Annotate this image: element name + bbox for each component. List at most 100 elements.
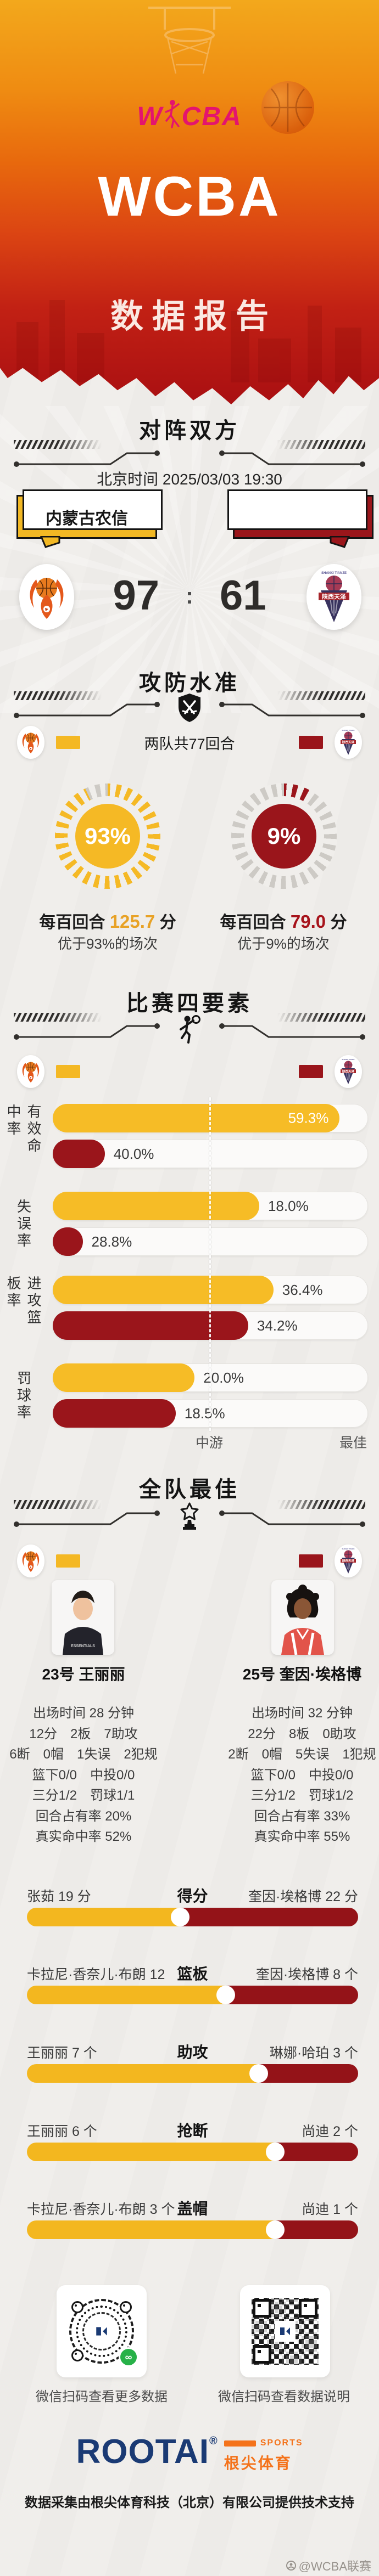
bar-value: 18.0% xyxy=(267,1197,309,1214)
divider-right-ornament xyxy=(219,1013,365,1040)
team2-percentile-gauge: 9% xyxy=(231,783,337,889)
team1-logo xyxy=(18,563,75,631)
duel-right-player: 奎因·埃格博 22 分 xyxy=(248,1889,359,1904)
banner-tail xyxy=(330,536,350,548)
duel-split-dot xyxy=(171,1908,190,1926)
team1-name-banner: 内蒙古农信 xyxy=(16,489,163,548)
bar-value: 59.3% xyxy=(288,1109,329,1126)
duel-split-dot xyxy=(266,2220,285,2239)
teams-legend xyxy=(16,1055,363,1089)
duel-bar xyxy=(27,2220,358,2239)
divider-left-ornament xyxy=(14,1500,160,1527)
divider-left-ornament xyxy=(14,691,160,718)
possessions-note: 两队共77回合 xyxy=(144,735,235,752)
rootai-mark-icon xyxy=(278,2325,292,2338)
rootai-wordmark: ROOTAI xyxy=(76,2433,209,2471)
factor-label: 失误率 xyxy=(15,1198,32,1250)
section-divider xyxy=(14,1013,365,1044)
score-colon: : xyxy=(186,582,193,608)
qr-right-caption: 微信扫码查看数据说明 xyxy=(218,2389,350,2404)
orange-bar-decoration xyxy=(224,2440,256,2447)
section-divider xyxy=(14,691,365,722)
player1-stats: 出场时间 28 分钟 12分 2板 7助攻 6断 0帽 1失误 2犯规 篮下0/… xyxy=(9,1706,158,1844)
team1-percentile-gauge: 93% xyxy=(54,783,161,889)
qr-left-caption: 微信扫码查看更多数据 xyxy=(36,2389,168,2404)
qr-card-more-data: ∞ xyxy=(57,2285,147,2377)
hero-title: WCBA xyxy=(98,165,281,228)
team1-percentile-value: 93% xyxy=(68,796,148,876)
section-divider xyxy=(14,1500,365,1531)
bar-value: 40.0% xyxy=(113,1145,154,1162)
teams-legend xyxy=(16,1544,363,1578)
team2-per100-points: 每百回合 79.0 分 xyxy=(220,911,347,932)
wechat-minicode: ∞ xyxy=(67,2297,138,2367)
bar-value: 28.8% xyxy=(91,1233,132,1250)
team2-logo xyxy=(334,1544,363,1578)
bar-value: 36.4% xyxy=(282,1281,323,1298)
watermark-icon xyxy=(286,2561,296,2571)
section-title-matchup: 对阵双方 xyxy=(139,419,240,443)
wechat-icon: ∞ xyxy=(119,2347,138,2367)
team2-rank-note: 优于9%的场次 xyxy=(237,935,330,952)
bar-value: 18.5% xyxy=(184,1405,225,1422)
watermark: @WCBA联赛 xyxy=(286,2557,371,2574)
divider-left-ornament xyxy=(14,440,160,467)
duel-stat-name: 得分 xyxy=(177,1887,208,1904)
team1-color-swatch xyxy=(56,736,80,749)
duel-bar xyxy=(27,2064,358,2083)
divider-right-ornament xyxy=(219,691,365,718)
divider-right-ornament xyxy=(219,440,365,467)
qr-card-data-notes xyxy=(240,2285,330,2377)
player1-name: 23号 王丽丽 xyxy=(42,1666,125,1683)
jumping-player-icon xyxy=(164,100,180,128)
shield-swords-icon xyxy=(176,692,203,723)
player2-stats: 出场时间 32 分钟 22分 8板 0助攻 2断 0帽 5失误 1犯规 篮下0/… xyxy=(228,1706,376,1844)
four-factors-chart: 有效命中率 59.3% 40.0% 失误率 18.0% 28.8% 进攻篮板率 … xyxy=(0,1096,379,1458)
team2-logo xyxy=(334,1055,363,1089)
bar-value: 34.2% xyxy=(257,1317,298,1334)
teams-legend: 两队共77回合 xyxy=(16,725,363,759)
logo-letters-cba: CBA xyxy=(181,102,242,131)
team1-score: 97 xyxy=(113,572,159,619)
team1-logo xyxy=(16,1055,45,1089)
section-title-four-factors: 比赛四要素 xyxy=(126,991,253,1016)
basketball-illustration xyxy=(261,81,314,134)
team2-name: 陕西天泽 xyxy=(270,510,336,528)
player1-photo xyxy=(52,1580,114,1655)
team2-logo xyxy=(305,563,363,631)
basketball-player-icon xyxy=(176,1014,203,1045)
registered-mark: ® xyxy=(209,2435,218,2447)
team2-color-swatch xyxy=(299,736,323,749)
team2-percentile-value: 9% xyxy=(244,796,324,876)
star-trophy-icon xyxy=(176,1501,203,1532)
logo-letter-w: W xyxy=(137,102,163,131)
brand-chinese-name: 根尖体育 xyxy=(224,2455,292,2472)
duel-split-dot xyxy=(216,1986,235,2004)
hero-header: W CBA WCBA 数据报告 xyxy=(0,0,379,404)
rootai-brand-logo: ROOTAI® SPORTS 根尖体育 xyxy=(0,2435,379,2473)
team2-logo xyxy=(334,725,363,759)
duel-split-dot xyxy=(266,2143,285,2161)
section-divider xyxy=(14,440,365,471)
sports-label: SPORTS xyxy=(260,2438,303,2448)
basketball-hoop-illustration xyxy=(148,7,231,74)
factor-label: 罚球率 xyxy=(15,1370,32,1422)
hero-subtitle: 数据报告 xyxy=(110,298,277,335)
player2-photo xyxy=(271,1580,334,1655)
duel-bar xyxy=(27,1986,358,2004)
team1-logo xyxy=(16,725,45,759)
team1-rank-note: 优于93%的场次 xyxy=(57,935,158,952)
wcba-league-logo: W CBA xyxy=(0,99,379,134)
team1-name: 内蒙古农信 xyxy=(46,510,128,528)
duel-split-dot xyxy=(249,2064,269,2083)
divider-right-ornament xyxy=(219,1500,365,1527)
factor-label: 进攻篮板率 xyxy=(5,1276,42,1327)
team1-logo xyxy=(16,1544,45,1578)
team1-color-swatch xyxy=(56,1554,80,1568)
team1-color-swatch xyxy=(56,1065,80,1078)
duel-left-player: 张茹 19 分 xyxy=(27,1889,91,1904)
section-title-team-best: 全队最佳 xyxy=(139,1478,240,1502)
team2-color-swatch xyxy=(299,1065,323,1078)
duel-bar xyxy=(27,1908,358,1926)
